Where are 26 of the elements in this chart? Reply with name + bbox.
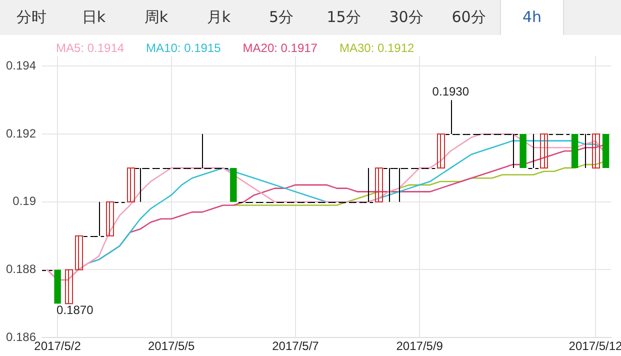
text: 60分 [450, 7, 487, 28]
candlestick [528, 134, 540, 169]
y-tick-label: 0.19 [12, 194, 36, 208]
text: 日k [80, 7, 107, 28]
annotation: 0.1930 [432, 84, 470, 98]
text: MA30: 0.1912 [339, 41, 414, 55]
text: MA10: 0.1915 [146, 41, 221, 55]
text: 月k [206, 7, 232, 28]
text: 周k [143, 7, 170, 28]
y-tick-label: 0.194 [6, 58, 36, 72]
text: 15分 [326, 7, 362, 28]
text: 5分 [268, 7, 295, 28]
text: 4h [500, 0, 564, 35]
y-tick-label: 0.186 [6, 330, 36, 344]
x-tick-label: 2017/5/9 [396, 339, 444, 354]
text: 30分 [388, 7, 424, 28]
annotation: 0.1870 [56, 302, 94, 317]
y-tick-label: 0.192 [6, 126, 36, 140]
text: MA20: 0.1917 [242, 41, 318, 55]
candlestick [579, 134, 591, 168]
y-tick-label: 0.188 [6, 262, 36, 276]
text: 分时 [15, 7, 48, 28]
x-tick-label: 2017/5/2 [34, 339, 82, 354]
x-tick-label: 2017/5/5 [148, 339, 196, 354]
x-tick-label: 2017/5/7 [272, 339, 320, 354]
text: MA5: 0.1914 [56, 41, 124, 55]
